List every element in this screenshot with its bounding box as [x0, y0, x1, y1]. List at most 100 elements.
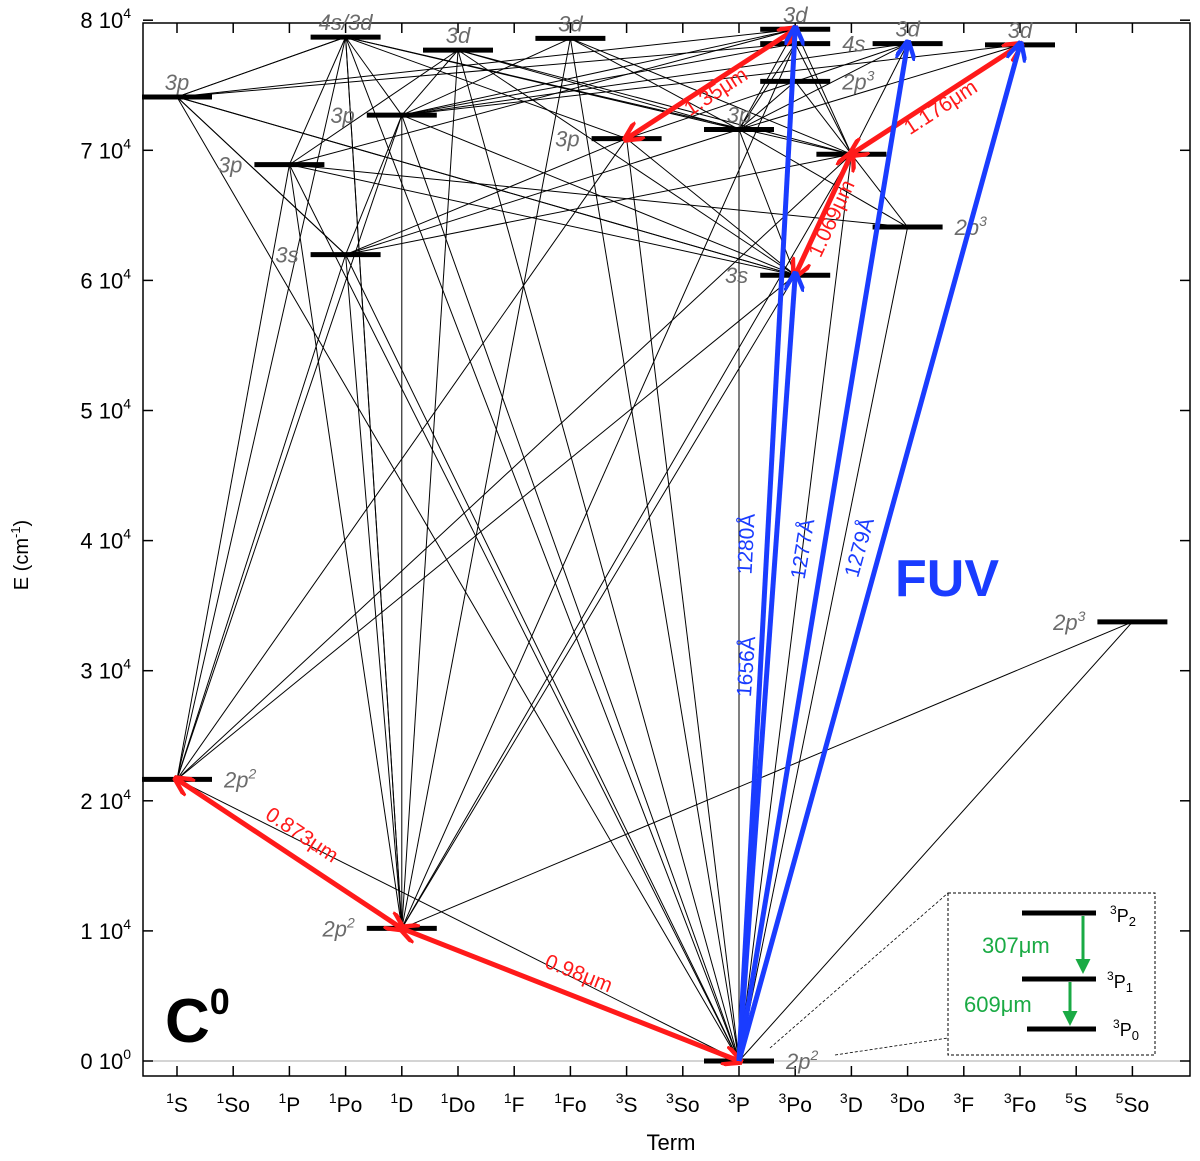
term-label: S	[174, 1094, 188, 1117]
transition-line	[794, 43, 852, 155]
y-tick-mantissa: 3 10	[80, 659, 123, 684]
transition-line	[289, 49, 459, 166]
y-tick-mantissa: 0 10	[80, 1049, 123, 1074]
transition-line	[176, 96, 740, 1062]
term-label: S	[623, 1094, 637, 1117]
level-config-label: 3d	[895, 17, 920, 42]
term-multiplicity: 3	[840, 1090, 848, 1106]
x-tick-label: 1P	[278, 1090, 300, 1117]
y-tick-label: 6 104	[80, 265, 131, 293]
term-label: Po	[786, 1094, 812, 1117]
term-label: P	[286, 1094, 300, 1117]
term-multiplicity: 1	[166, 1090, 174, 1106]
level-config-label: 3p	[165, 70, 189, 95]
y-tick-exponent: 4	[123, 526, 131, 542]
highlighted-transition	[627, 29, 796, 138]
level-config-exp: 3	[1078, 608, 1086, 624]
term-label: Po	[337, 1094, 363, 1117]
y-tick-mantissa: 8 10	[80, 8, 123, 33]
fine-structure-inset: 307μm 609μm 3P2 3P1 3P0	[769, 892, 1156, 1056]
y-tick-exponent: 0	[123, 1046, 131, 1062]
highlighted-transition	[177, 779, 402, 928]
highlighted-transitions: 1.35μm 1.176μm1.069μm0.873μm0.98μm1656Å12…	[177, 29, 1020, 1061]
y-tick-mantissa: 2 10	[80, 789, 123, 814]
y-tick-mantissa: 1 10	[80, 919, 123, 944]
y-tick-exponent: 4	[123, 265, 131, 281]
term-label: Fo	[562, 1094, 587, 1117]
term-multiplicity: 1	[554, 1090, 562, 1106]
level-config-label: 2p2	[322, 914, 355, 941]
level-config-label: 3p	[727, 102, 751, 127]
term-label: So	[224, 1094, 250, 1117]
level-config-exp: 3	[979, 213, 987, 229]
term-multiplicity: 3	[616, 1090, 624, 1106]
species-charge: 0	[210, 981, 230, 1022]
level-config: 2p	[785, 1049, 810, 1074]
transition-line	[401, 114, 796, 276]
y-tick-mantissa: 6 10	[80, 268, 123, 293]
x-axis-label: Term	[647, 1130, 696, 1155]
level-config-label: 3s	[725, 263, 748, 288]
level-config: 2p	[841, 69, 866, 94]
transition-line	[176, 254, 347, 780]
y-axis-label: E (cm-1)	[8, 520, 33, 590]
inset-label-307um: 307μm	[982, 933, 1050, 958]
x-tick-label: 1S	[166, 1090, 188, 1117]
transition-line	[345, 129, 740, 256]
level-config: 2p	[223, 767, 248, 792]
level-config-exp: 2	[346, 914, 355, 930]
term-multiplicity: 1	[216, 1090, 224, 1106]
level-config: 4s	[842, 32, 865, 57]
plot-frame	[142, 22, 1191, 1077]
level-config: 2p	[1052, 610, 1077, 635]
species-base: C	[165, 987, 210, 1056]
transition-line	[401, 115, 740, 1062]
level-config-label: 3d	[783, 2, 808, 27]
transition-line	[401, 38, 571, 929]
transition-line	[401, 153, 852, 929]
highlighted-transition	[736, 44, 908, 1062]
level-config-label: 3p	[218, 153, 242, 178]
level-config: 4s/3d	[319, 10, 374, 35]
transition-line	[401, 50, 459, 929]
transition-line	[176, 36, 346, 98]
inset-term-3P1-sub: 1	[1126, 980, 1133, 995]
term-multiplicity: 3	[953, 1090, 961, 1106]
inset-term-3P0: 3P0	[1113, 1017, 1139, 1043]
term-label: F	[961, 1094, 974, 1117]
transition-line	[794, 29, 852, 155]
transition-line	[626, 138, 740, 1062]
y-tick-mantissa: 5 10	[80, 399, 123, 424]
y-tick-label: 0 100	[80, 1046, 131, 1074]
highlighted-transition	[736, 45, 1020, 1062]
level-config-exp: 2	[247, 765, 256, 781]
transition-line	[738, 154, 852, 1062]
level-config: 3d	[558, 11, 583, 36]
x-tick-label: 3Fo	[1004, 1090, 1036, 1117]
transition-line	[176, 164, 290, 780]
transition-line	[738, 226, 909, 1062]
highlighted-transition	[795, 154, 851, 275]
y-tick-label: 1 104	[80, 916, 131, 944]
term-label: D	[848, 1094, 863, 1117]
transition-wavelength-label: 1277Å	[787, 517, 820, 581]
transition-line	[345, 153, 852, 256]
inset-term-3P0-sup: 3	[1113, 1017, 1120, 1031]
term-multiplicity: 3	[666, 1090, 674, 1106]
x-tick-label: 3P	[728, 1090, 750, 1117]
transition-line	[345, 114, 403, 255]
inset-term-3P1: 3P1	[1107, 969, 1133, 995]
transition-line	[401, 43, 908, 116]
y-tick-mantissa: 7 10	[80, 138, 123, 163]
transition-line	[345, 36, 403, 116]
level-config: 3p	[330, 103, 354, 128]
level-config: 3s	[275, 243, 298, 268]
term-label: So	[1123, 1094, 1149, 1117]
transition-line	[457, 49, 796, 276]
level-config-label: 3p	[555, 127, 579, 152]
y-axis-label-exp: -1	[8, 526, 23, 538]
transition-line	[176, 274, 796, 780]
y-tick-label: 5 104	[80, 396, 131, 424]
level-config-label: 3d	[446, 23, 471, 48]
transition-line	[176, 96, 346, 256]
